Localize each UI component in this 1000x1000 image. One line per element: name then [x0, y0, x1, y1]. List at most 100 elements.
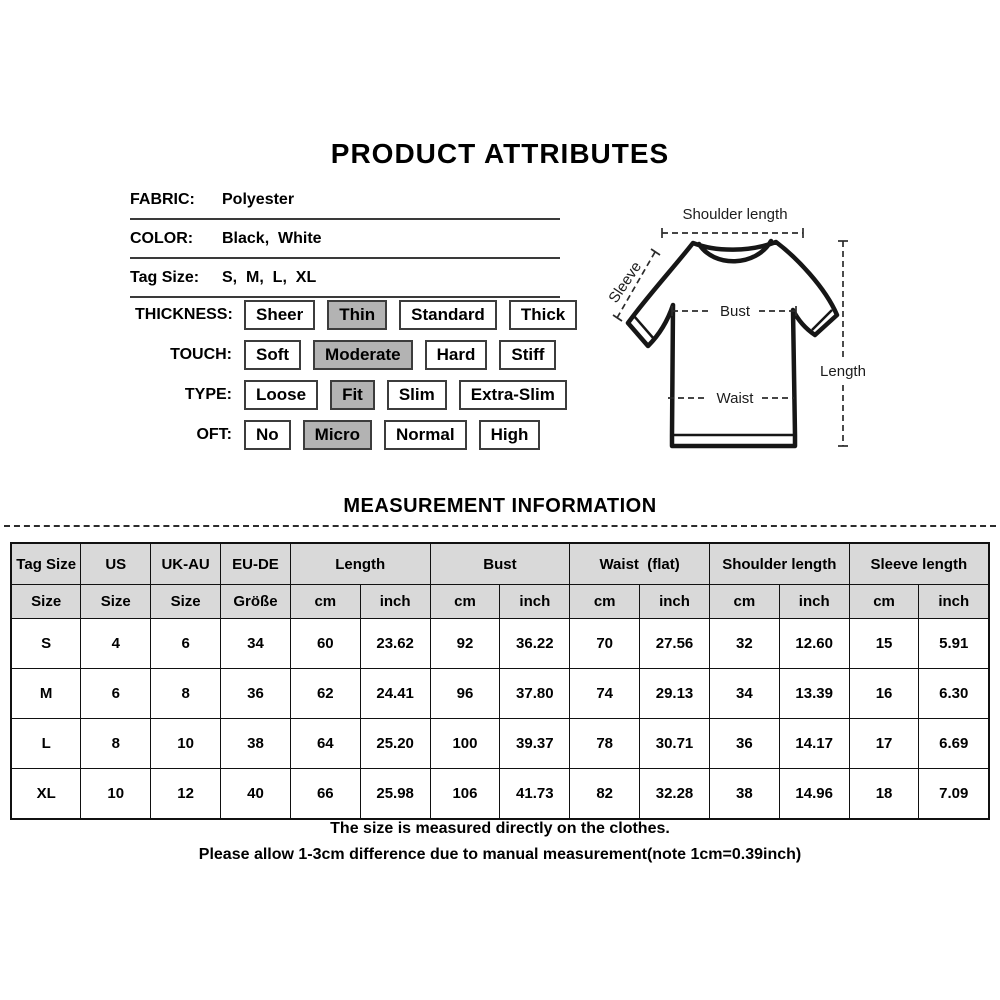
- measurement-cell: 5.91: [918, 618, 990, 669]
- table-row: M 6 8 36 62 24.41 96 37.80 74 29.13 34 13.39 16 6.30: [10, 668, 990, 719]
- measurement-cell: 82: [569, 768, 641, 820]
- option-group-label: TYPE:: [184, 386, 232, 403]
- measurement-cell: 18: [848, 768, 920, 820]
- column-header: Sleeve length: [848, 542, 990, 585]
- note-line-1: The size is measured directly on the clo…: [330, 820, 670, 837]
- column-subheader: inch: [918, 584, 990, 619]
- column-header: Waist (flat): [569, 542, 710, 585]
- option-chip-moderate: Moderate: [313, 340, 413, 370]
- table-row: XL 10 12 40 66 25.98 106 41.73 82 32.28 38 14.96 18 7…: [10, 768, 990, 820]
- column-header: US: [80, 542, 152, 585]
- measurement-cell: 30.71: [639, 718, 710, 769]
- option-row-thickness: THICKNESS: Sheer Thin Standard Thick: [135, 300, 595, 330]
- attribute-value: S, M, L, XL: [222, 268, 317, 286]
- measurement-cell: 6: [150, 618, 222, 669]
- measurement-cell: 6.69: [918, 718, 990, 769]
- measurement-cell: 36: [708, 718, 780, 769]
- option-row-touch: TOUCH: Soft Moderate Hard Stiff: [135, 340, 595, 370]
- measurement-cell: 23.62: [359, 618, 431, 669]
- measurement-cell: 39.37: [499, 718, 571, 769]
- column-subheader: inch: [359, 584, 431, 619]
- measurement-cell: 12: [150, 768, 222, 820]
- measurement-cell: 27.56: [639, 618, 710, 669]
- measurement-cell: 4: [80, 618, 152, 669]
- measurement-cell: 17: [848, 718, 920, 769]
- column-subheader: inch: [778, 584, 850, 619]
- attribute-row-2: Tag Size: S, M, L, XL: [130, 259, 560, 298]
- measurement-cell: 34: [220, 618, 291, 669]
- attribute-value: Polyester: [222, 190, 295, 208]
- measurement-cell: 10: [80, 768, 152, 820]
- measurement-dashes: [616, 232, 844, 446]
- column-subheader: inch: [499, 584, 571, 619]
- option-chip-loose: Loose: [244, 380, 319, 410]
- option-row-type: TYPE: Loose Fit Slim Extra-Slim: [135, 380, 595, 410]
- measurement-cell: 96: [429, 668, 501, 719]
- measurement-cell: 74: [569, 668, 641, 719]
- option-chip-thick: Thick: [508, 300, 578, 330]
- attribute-row-0: FABRIC: Polyester: [130, 181, 560, 220]
- measurement-cell: 25.20: [359, 718, 431, 769]
- tshirt-outline: [625, 238, 840, 449]
- option-chip-slim: Slim: [386, 380, 447, 410]
- attribute-label: FABRIC:: [130, 190, 195, 208]
- measurement-cell: 41.73: [499, 768, 571, 820]
- measurement-cell: 92: [429, 618, 501, 669]
- tshirt-cuff-lines: [633, 309, 833, 437]
- option-row-oft: OFT: No Micro Normal High: [135, 420, 595, 450]
- column-subheader: Größe: [220, 584, 291, 619]
- measurement-cell: 64: [289, 718, 361, 769]
- column-subheader: cm: [708, 584, 780, 619]
- option-chip-hard: Hard: [424, 340, 488, 370]
- measurement-cell: 66: [289, 768, 361, 820]
- page-title: PRODUCT ATTRIBUTES: [330, 138, 670, 169]
- measurement-cell: 32: [708, 618, 780, 669]
- option-groups: THICKNESS: Sheer Thin Standard Thick TOUCH: So…: [135, 300, 595, 460]
- column-header: UK-AU: [150, 542, 222, 585]
- column-subheader: cm: [848, 584, 920, 619]
- bust-label: Bust: [720, 303, 751, 320]
- column-subheader: Size: [150, 584, 222, 619]
- option-chip-sheer: Sheer: [244, 300, 316, 330]
- attribute-list: FABRIC: Polyester COLOR: Black, White Tag Si…: [130, 181, 560, 298]
- size-cell: M: [10, 668, 82, 719]
- size-cell: S: [10, 618, 82, 669]
- column-subheader: Size: [10, 584, 82, 619]
- option-group-label: THICKNESS:: [135, 306, 233, 323]
- option-group-label: TOUCH:: [170, 346, 232, 363]
- measurement-cell: 24.41: [359, 668, 431, 719]
- option-chip-micro: Micro: [302, 420, 373, 450]
- measurement-cell: 14.96: [778, 768, 850, 820]
- measurement-cell: 6: [80, 668, 152, 719]
- measurement-cell: 14.17: [778, 718, 850, 769]
- waist-label: Waist: [717, 390, 755, 407]
- measurement-cell: 36.22: [499, 618, 571, 669]
- option-chips: No Micro Normal High: [244, 420, 552, 450]
- measurement-cell: 100: [429, 718, 501, 769]
- length-label: Length: [820, 363, 866, 380]
- option-chip-fit: Fit: [330, 380, 375, 410]
- tshirt-diagram-svg: Shoulder length Sleeve Bust Waist Length: [605, 206, 866, 449]
- measurement-cell: 106: [429, 768, 501, 820]
- option-chips: Soft Moderate Hard Stiff: [244, 340, 568, 370]
- header-group-row: Tag Size US UK-AU EU-DE Length Bust Waist (fla…: [10, 542, 990, 585]
- measurement-cell: 25.98: [359, 768, 431, 820]
- note-line-2: Please allow 1-3cm difference due to man…: [198, 846, 802, 863]
- measurement-ticks: [612, 228, 848, 447]
- table-row: L 8 10 38 64 25.20 100 39.37 78 30.71 36 14.17 17 6.6…: [10, 718, 990, 769]
- measurement-cell: 38: [220, 718, 291, 769]
- measurement-cell: 36: [220, 668, 291, 719]
- option-chip-soft: Soft: [244, 340, 302, 370]
- measurement-cell: 8: [150, 668, 222, 719]
- tshirt-measurement-diagram: Shoulder length Sleeve Bust Waist Length: [600, 188, 900, 470]
- measurement-heading: MEASUREMENT INFORMATION: [343, 495, 657, 517]
- column-subheader: inch: [639, 584, 710, 619]
- measurement-cell: 7.09: [918, 768, 990, 820]
- measurement-cell: 60: [289, 618, 361, 669]
- measurement-cell: 70: [569, 618, 641, 669]
- attribute-label: Tag Size:: [130, 268, 200, 286]
- option-chips: Sheer Thin Standard Thick: [244, 300, 589, 330]
- option-chip-thin: Thin: [327, 300, 388, 330]
- measurement-cell: 13.39: [778, 668, 850, 719]
- measurement-cell: 12.60: [778, 618, 850, 669]
